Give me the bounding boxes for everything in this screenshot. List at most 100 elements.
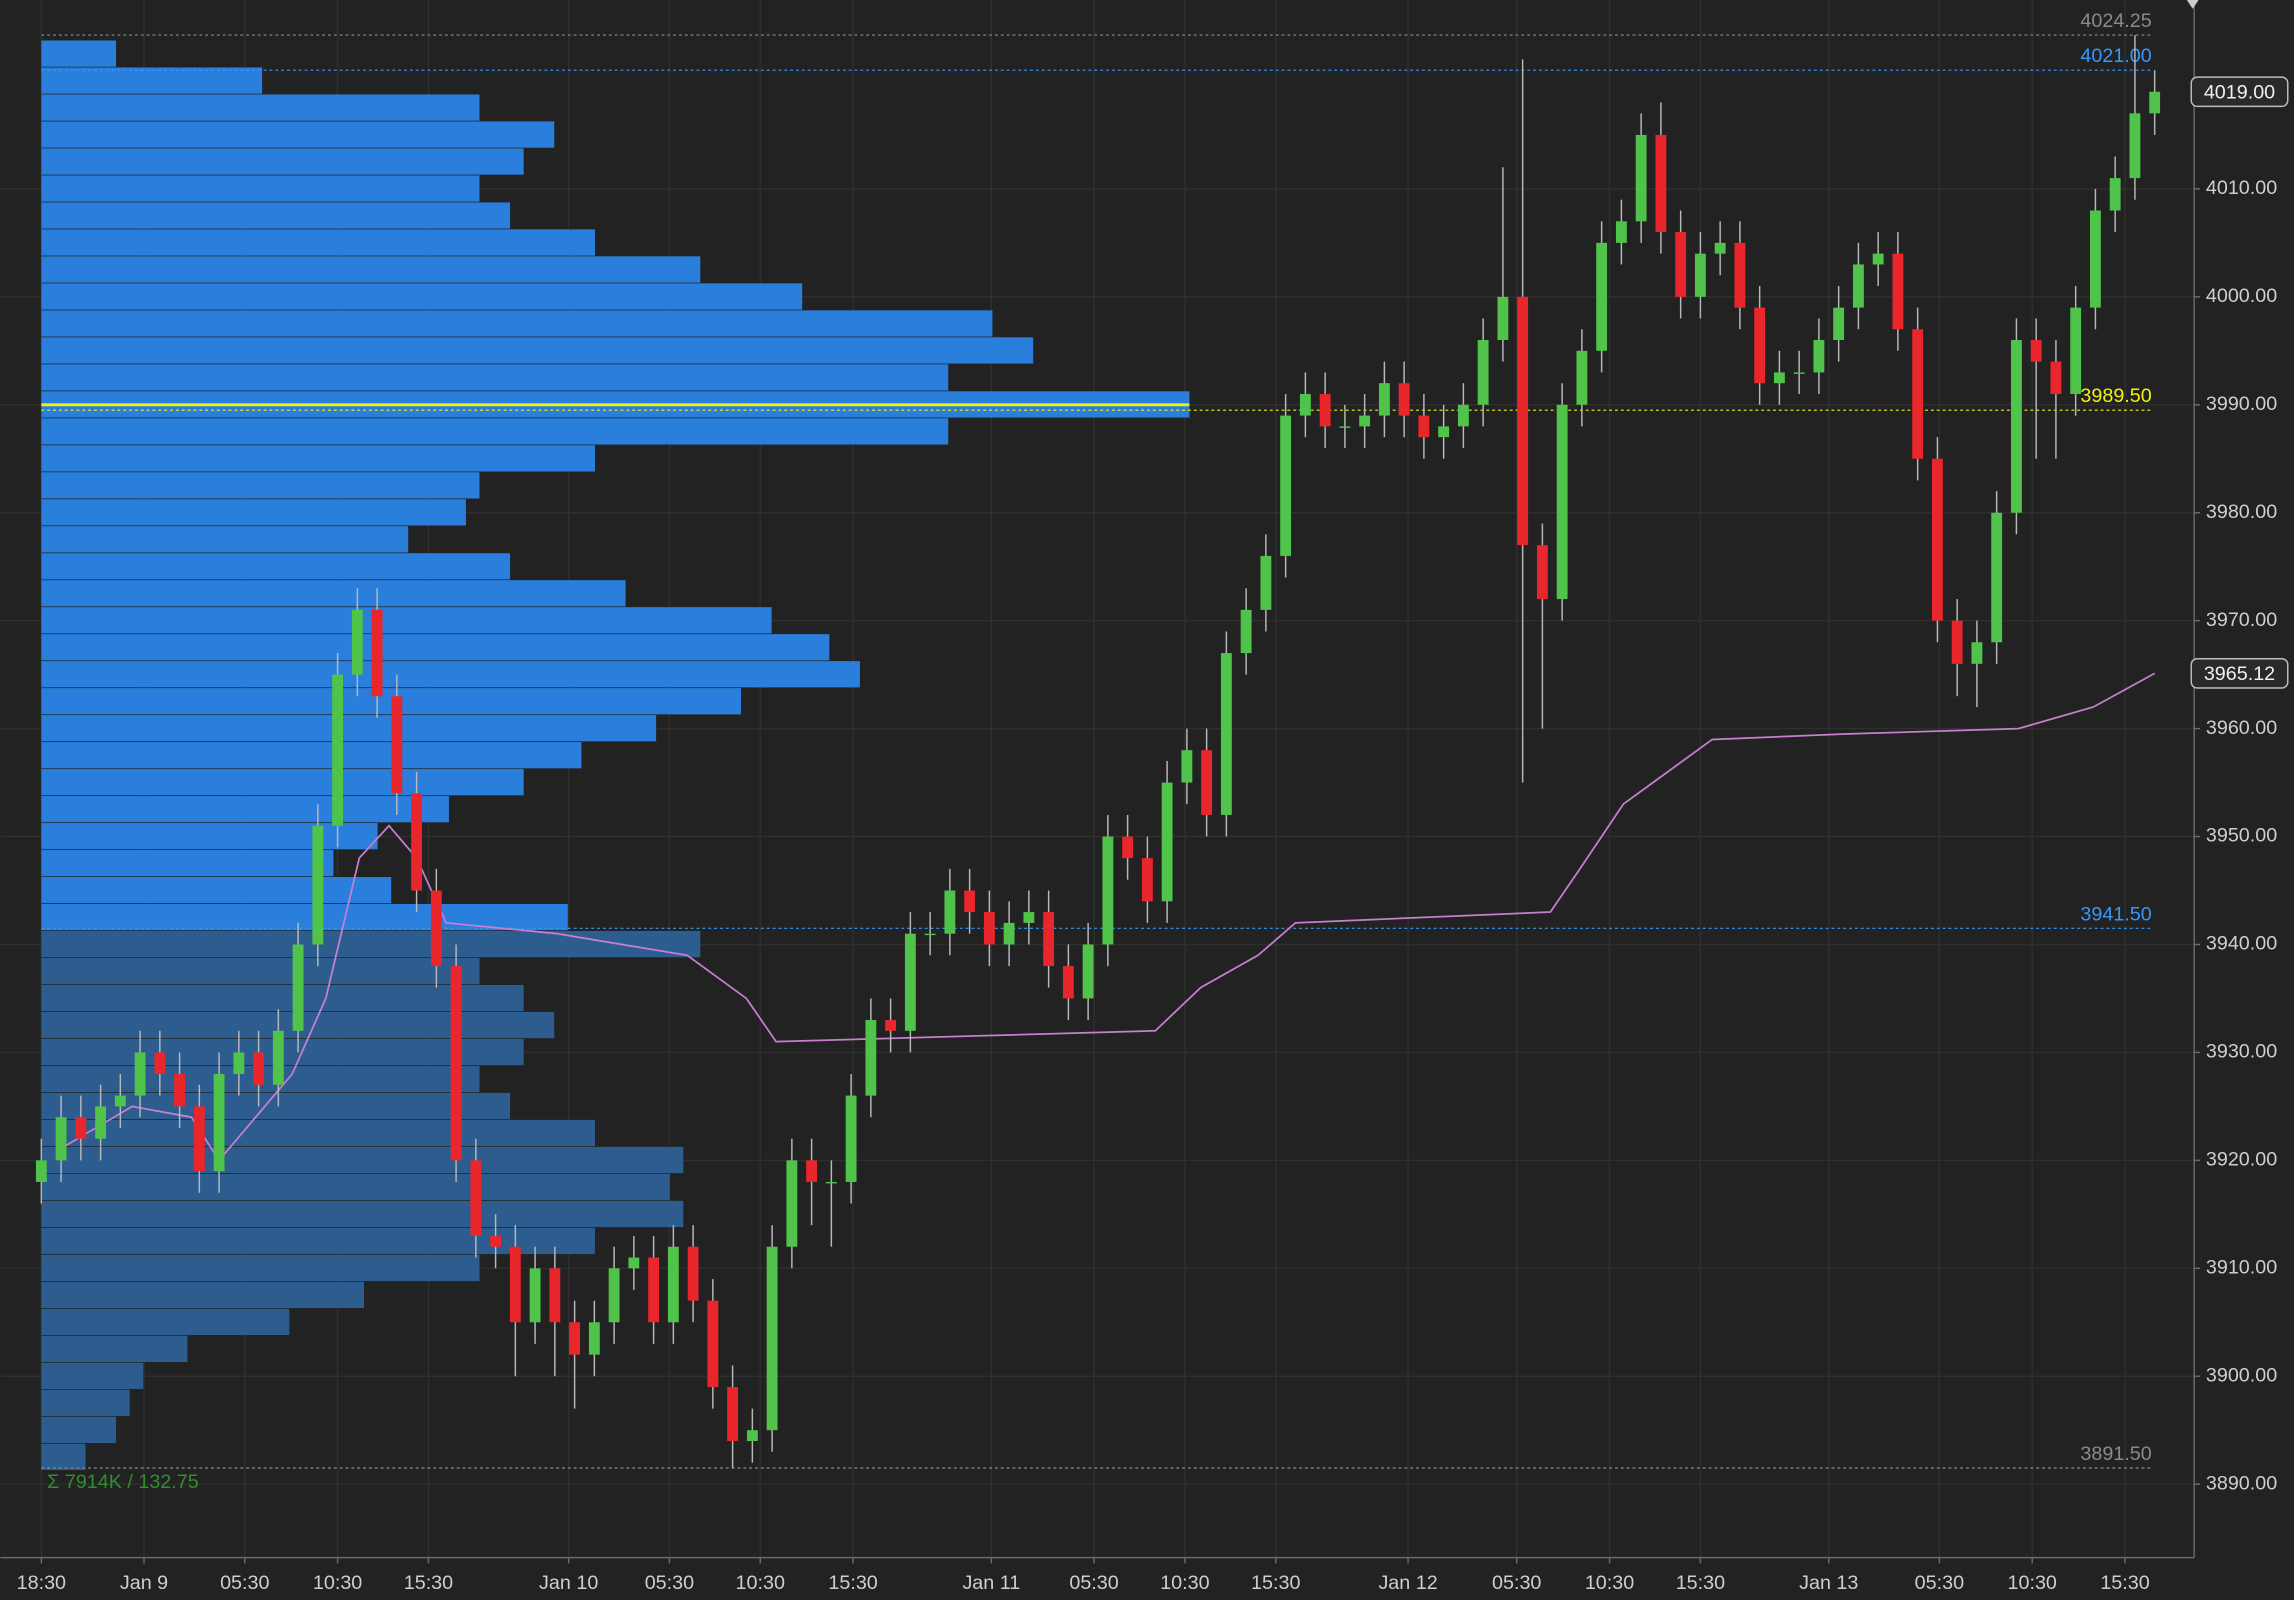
- x-tick-label: 05:30: [1492, 1572, 1541, 1594]
- profile-bar: [41, 229, 595, 256]
- candle-body: [1359, 415, 1371, 427]
- candle-body: [312, 825, 324, 945]
- profile-bar: [41, 337, 1034, 364]
- level-label: 3941.50: [2080, 903, 2151, 925]
- candle-body: [1438, 426, 1450, 438]
- candle-body: [1872, 253, 1884, 265]
- profile-bar: [41, 1173, 670, 1201]
- profile-bar: [41, 256, 701, 283]
- profile-bar: [41, 796, 449, 823]
- candle-body: [490, 1235, 502, 1247]
- level-label: 3989.50: [2080, 385, 2151, 407]
- level-label: 4024.25: [2080, 10, 2151, 32]
- profile-bar: [41, 364, 949, 391]
- candle-body: [1556, 404, 1568, 600]
- profile-bar: [41, 715, 657, 742]
- candle-body: [746, 1430, 758, 1442]
- candle-body: [865, 1020, 877, 1096]
- candle-body: [588, 1322, 600, 1355]
- y-tick-label: 4010.00: [2206, 177, 2277, 199]
- candle-body: [1694, 253, 1706, 297]
- profile-bar: [41, 67, 263, 94]
- profile-bar: [41, 553, 511, 580]
- level-label: 4021.00: [2080, 45, 2151, 67]
- x-tick-label: 15:30: [2100, 1572, 2149, 1594]
- profile-bar: [41, 930, 701, 958]
- candle-body: [292, 944, 304, 1031]
- profile-bar: [41, 94, 480, 121]
- candle-body: [1457, 404, 1469, 427]
- candle-body: [411, 793, 423, 891]
- profile-bar: [41, 175, 480, 202]
- profile-bar: [41, 499, 466, 526]
- y-tick-label: 3970.00: [2206, 609, 2277, 631]
- candle-body: [1833, 307, 1845, 341]
- profile-bar: [41, 1146, 684, 1174]
- candle-body: [1596, 242, 1608, 351]
- profile-bar: [41, 823, 378, 850]
- level-label: 3891.50: [2080, 1443, 2151, 1465]
- price-tag: [2190, 657, 2289, 689]
- candle-body: [786, 1160, 798, 1247]
- x-tick-label: Jan 13: [1799, 1572, 1858, 1594]
- candle-body: [2050, 361, 2062, 394]
- x-tick-label: Jan 12: [1378, 1572, 1437, 1594]
- candle-body: [964, 890, 976, 913]
- candle-body: [529, 1268, 541, 1323]
- candle-body: [1378, 383, 1390, 416]
- candle-body: [569, 1322, 581, 1355]
- candle-body: [1892, 253, 1904, 330]
- candle-body: [2149, 91, 2161, 114]
- candle-body: [509, 1246, 521, 1323]
- candle-body: [1299, 393, 1311, 416]
- candle-body: [1339, 426, 1351, 428]
- profile-bar: [41, 742, 582, 769]
- x-tick-label: Jan 9: [120, 1572, 168, 1594]
- candle-body: [1655, 134, 1667, 233]
- profile-bar: [41, 607, 772, 634]
- candle-body: [2070, 307, 2082, 394]
- vwap: [58, 672, 2156, 1162]
- candle-body: [134, 1052, 146, 1096]
- profile-bar: [41, 1362, 144, 1390]
- x-tick-label: 10:30: [1160, 1572, 1209, 1594]
- profile-bar: [41, 121, 555, 148]
- candle-body: [35, 1160, 47, 1182]
- candle-body: [1931, 458, 1943, 621]
- candle-body: [114, 1095, 126, 1107]
- candle-body: [193, 1106, 205, 1172]
- candle-body: [470, 1160, 482, 1236]
- profile-bar: [41, 472, 480, 499]
- profile-bar: [41, 40, 117, 67]
- candle-body: [1319, 393, 1331, 427]
- candle-body: [1240, 609, 1252, 654]
- candle-body: [391, 696, 403, 794]
- profile-summary: Σ 7914K / 132.75: [47, 1471, 199, 1493]
- candle-body: [1813, 340, 1825, 373]
- candle-body: [806, 1160, 818, 1182]
- x-tick-label: 15:30: [1251, 1572, 1300, 1594]
- profile-bar: [41, 1389, 130, 1416]
- candle-body: [2030, 340, 2042, 362]
- x-tick-label: 05:30: [220, 1572, 269, 1594]
- candle-body: [233, 1052, 245, 1075]
- y-tick-label: 3940.00: [2206, 933, 2277, 955]
- profile-bar: [41, 688, 742, 715]
- y-tick-label: 3920.00: [2206, 1149, 2277, 1171]
- candle-body: [766, 1246, 778, 1431]
- y-tick-label: 3950.00: [2206, 825, 2277, 847]
- profile-bar: [41, 1227, 595, 1255]
- x-tick-label: Jan 10: [539, 1572, 598, 1594]
- candle-body: [1122, 836, 1134, 859]
- candle-body: [1280, 415, 1292, 556]
- candle-body: [371, 609, 383, 697]
- profile-bar: [41, 1200, 684, 1228]
- candle-body: [1793, 372, 1805, 374]
- y-tick-label: 3980.00: [2206, 501, 2277, 523]
- profile-bar: [41, 1335, 188, 1363]
- profile-bar: [41, 1092, 511, 1120]
- x-tick-label: 05:30: [1915, 1572, 1964, 1594]
- profile-bar: [41, 1281, 365, 1309]
